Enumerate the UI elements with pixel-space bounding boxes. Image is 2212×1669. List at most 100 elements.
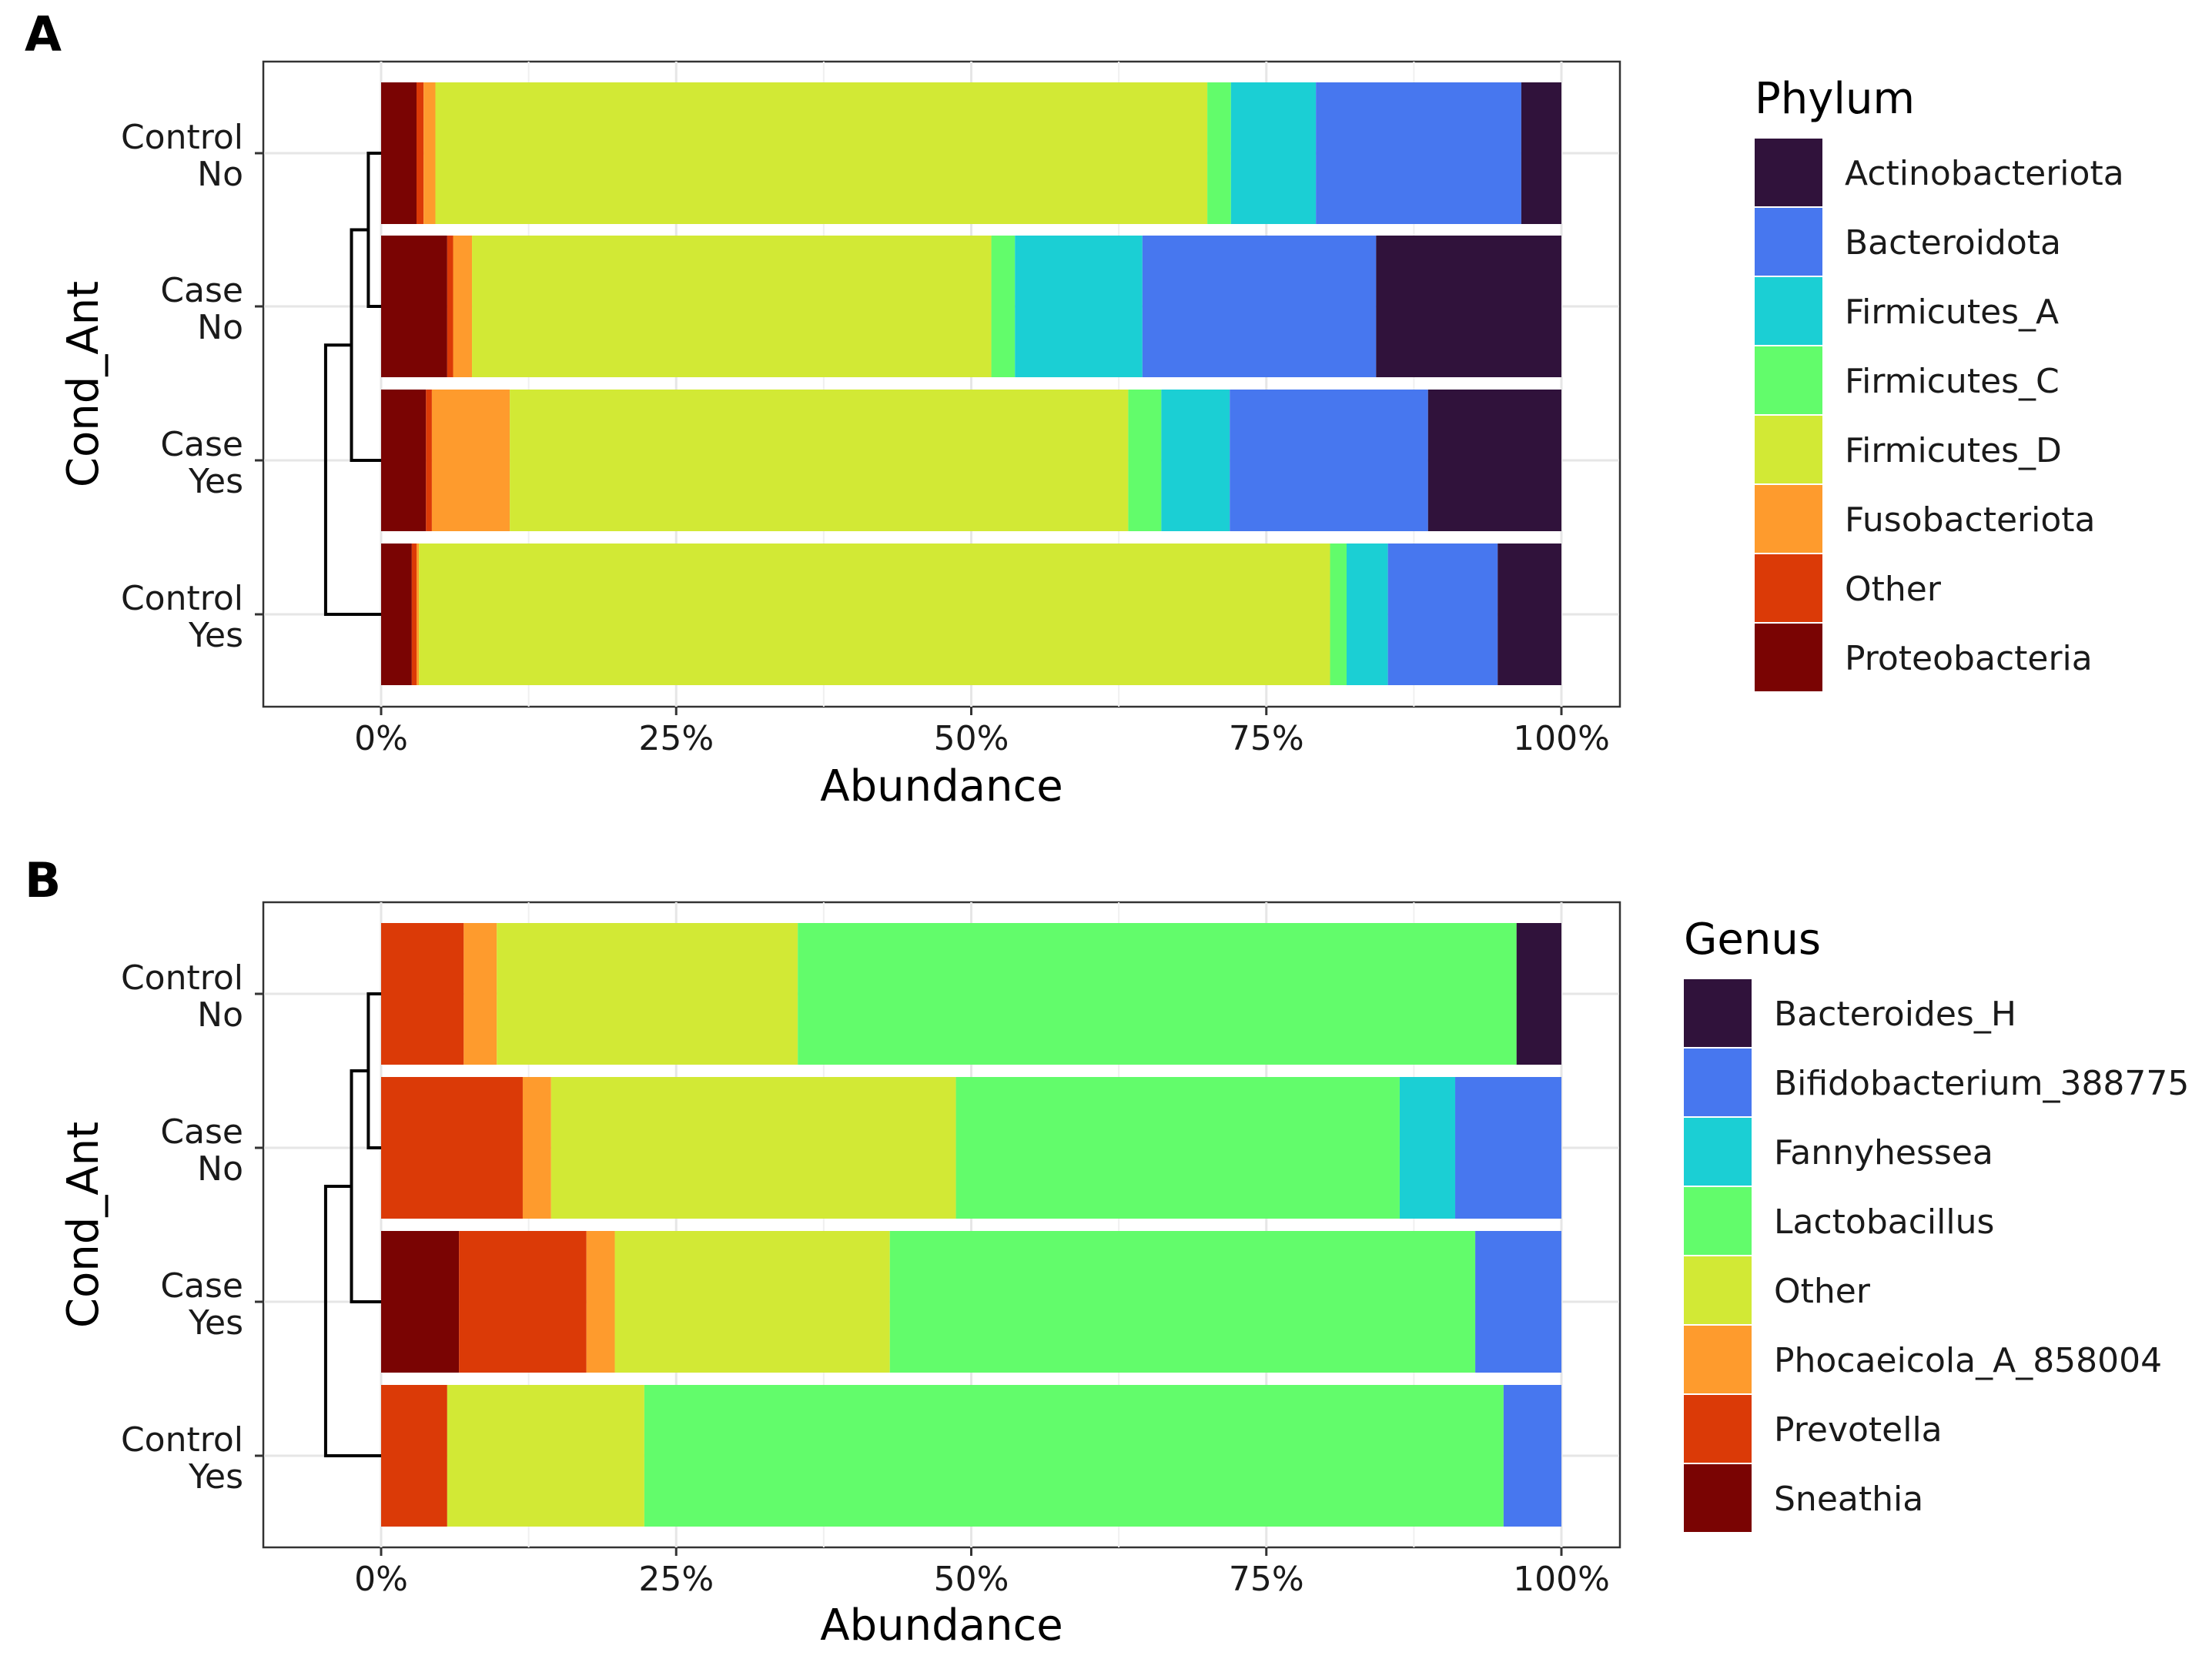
y-tick-label: No: [197, 155, 243, 194]
x-axis-ticks: 0% 25% 50% 75% 100%: [354, 707, 1610, 758]
bar-segment-proteobacteria: [381, 390, 427, 531]
bar-segment-firmicutes-a: [1230, 82, 1317, 224]
y-axis-title: Cond_Ant: [59, 281, 109, 487]
y-axis-title: Cond_Ant: [59, 1122, 109, 1328]
bar-segment-proteobacteria: [381, 82, 417, 224]
bar-segment-lactobacillus: [955, 1077, 1400, 1219]
bar-segment-fusobacteriota: [453, 236, 473, 377]
stacked-bars: [381, 923, 1561, 1527]
bar-segment-bacteroidota: [1142, 236, 1377, 377]
legend-label: Other: [1845, 570, 1942, 609]
bar-segment-bifidobacterium-388775: [1503, 1385, 1561, 1527]
bar-segment-firmicutes-a: [1015, 236, 1143, 377]
legend-label: Lactobacillus: [1774, 1202, 1994, 1242]
legend-swatch: [1684, 1395, 1752, 1463]
legend-label: Bacteroidota: [1845, 223, 2061, 263]
legend-swatch: [1684, 1049, 1752, 1116]
x-tick-label: 100%: [1513, 1560, 1610, 1599]
x-tick-label: 75%: [1229, 719, 1304, 758]
y-tick-label: Case: [160, 425, 243, 464]
y-tick-label: No: [197, 1149, 243, 1189]
bar-segment-phocaeicola-a-858004: [463, 923, 497, 1065]
bar-segment-firmicutes-a: [1346, 544, 1388, 685]
legend-label: Firmicutes_A: [1845, 293, 2059, 332]
x-tick-label: 25%: [638, 719, 714, 758]
bar-segment-other: [411, 544, 417, 685]
legend-label: Bacteroides_H: [1774, 995, 2016, 1034]
y-tick-label: Yes: [188, 616, 243, 655]
y-tick-label: No: [197, 995, 243, 1035]
bar-segment-bacteroides-h: [1516, 923, 1561, 1065]
legend-label: Fusobacteriota: [1845, 500, 2096, 540]
bar-segment-lactobacillus: [889, 1231, 1476, 1373]
bar-segment-firmicutes-d: [435, 82, 1208, 224]
bar-segment-prevotella: [381, 1077, 523, 1219]
bar-segment-sneathia: [381, 1231, 460, 1373]
legend-swatch: [1684, 1256, 1752, 1324]
x-tick-label: 50%: [934, 719, 1009, 758]
bar-segment-proteobacteria: [381, 544, 412, 685]
legend-swatch: [1755, 416, 1822, 483]
legend-swatch: [1684, 1118, 1752, 1186]
bar-segment-lactobacillus: [644, 1385, 1504, 1527]
legend-swatch: [1755, 277, 1822, 345]
x-tick-label: 0%: [354, 1560, 408, 1599]
bar-segment-bacteroidota: [1316, 82, 1521, 224]
x-tick-label: 0%: [354, 719, 408, 758]
bar-segment-prevotella: [459, 1231, 587, 1373]
panel-b: B 0% 25% 50% 75% 100% ControlNoCaseNoCaseYes…: [25, 852, 2189, 1651]
legend-label: Bifidobacterium_388775: [1774, 1064, 2189, 1103]
bar-segment-firmicutes-d: [472, 236, 992, 377]
bar-segment-actinobacteriota: [1376, 236, 1561, 377]
legend-label: Fannyhessea: [1774, 1133, 1993, 1172]
legend-label: Prevotella: [1774, 1410, 1943, 1450]
x-axis-ticks: 0% 25% 50% 75% 100%: [354, 1547, 1610, 1599]
legend: Actinobacteriota Bacteroidota Firmicutes_A…: [1755, 139, 2124, 691]
bar-segment-prevotella: [381, 923, 464, 1065]
legend-title: Phylum: [1755, 74, 1915, 124]
bar-segment-firmicutes-d: [419, 544, 1330, 685]
legend-swatch: [1755, 208, 1822, 276]
legend-label: Actinobacteriota: [1845, 154, 2124, 193]
legend-swatch: [1755, 139, 1822, 206]
panel-a: A 0% 25% 50% 75% 100% ControlNoCaseNoCaseYes…: [25, 6, 2124, 811]
x-axis-title: Abundance: [820, 1600, 1062, 1651]
legend: Bacteroides_H Bifidobacterium_388775 Fanny…: [1684, 979, 2189, 1532]
bar-segment-bacteroidota: [1387, 544, 1498, 685]
bar-segment-firmicutes-c: [1207, 82, 1231, 224]
legend-label: Sneathia: [1774, 1480, 1923, 1519]
x-axis-title: Abundance: [820, 761, 1062, 811]
dendrogram-branch: [323, 343, 381, 616]
bar-segment-firmicutes-d: [510, 390, 1129, 531]
bar-segment-fusobacteriota: [416, 544, 420, 685]
bar-segment-other: [550, 1077, 956, 1219]
bar-segment-fusobacteriota: [431, 390, 510, 531]
y-tick-label: Control: [121, 958, 243, 998]
bar-segment-lactobacillus: [798, 923, 1517, 1065]
panel-letter: B: [25, 852, 61, 908]
legend-label: Other: [1774, 1272, 1871, 1311]
stacked-bars: [381, 82, 1561, 685]
legend-swatch: [1755, 346, 1822, 414]
bar-segment-firmicutes-a: [1161, 390, 1230, 531]
bar-segment-firmicutes-c: [991, 236, 1016, 377]
y-tick-label: No: [197, 308, 243, 347]
bar-segment-other: [426, 390, 432, 531]
bar-segment-fusobacteriota: [423, 82, 436, 224]
legend-swatch: [1755, 554, 1822, 622]
y-tick-label: Yes: [188, 462, 243, 501]
legend-label: Firmicutes_C: [1845, 362, 2060, 401]
y-tick-label: Control: [121, 118, 243, 157]
x-tick-label: 75%: [1229, 1560, 1304, 1599]
y-tick-label: Case: [160, 1112, 243, 1152]
panel-letter: A: [25, 6, 62, 62]
bar-segment-other: [416, 82, 424, 224]
x-tick-label: 100%: [1513, 719, 1610, 758]
legend-label: Phocaeicola_A_858004: [1774, 1341, 2162, 1380]
legend-swatch: [1755, 624, 1822, 691]
bar-segment-phocaeicola-a-858004: [586, 1231, 615, 1373]
bar-segment-prevotella: [381, 1385, 447, 1527]
